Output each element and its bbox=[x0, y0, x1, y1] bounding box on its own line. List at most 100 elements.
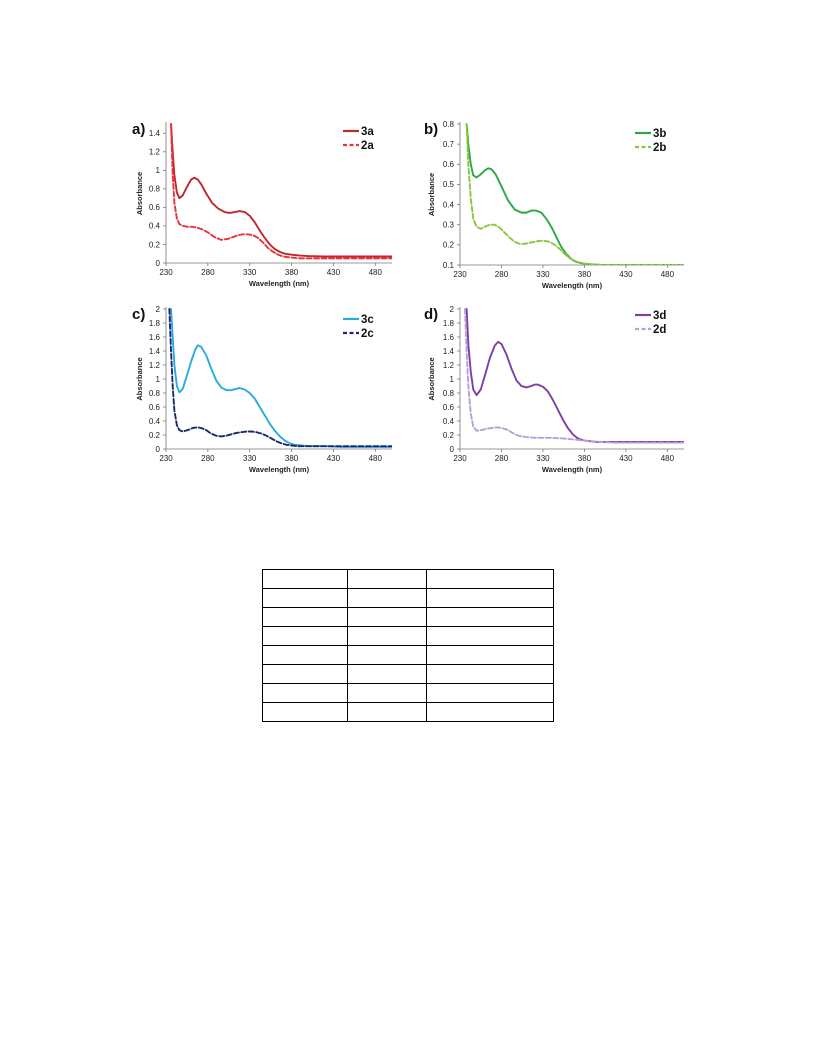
table-cell bbox=[426, 569, 554, 589]
y-tick-label: 1.2 bbox=[443, 361, 455, 370]
legend-label-3b: 3b bbox=[653, 128, 666, 140]
y-axis-title: Absorbance bbox=[427, 357, 436, 400]
legend-label-3a: 3a bbox=[361, 126, 374, 138]
table-cell bbox=[262, 626, 348, 646]
table-cell bbox=[347, 588, 427, 608]
x-tick-label: 280 bbox=[201, 454, 215, 463]
panel-label: b) bbox=[424, 121, 438, 138]
y-tick-label: 1.2 bbox=[149, 148, 161, 157]
table-row bbox=[262, 569, 554, 589]
series-line-2b bbox=[465, 123, 684, 265]
series-line-2a bbox=[170, 123, 392, 260]
y-tick-label: 0 bbox=[156, 445, 161, 454]
x-tick-label: 480 bbox=[369, 268, 383, 277]
series-line-2d bbox=[464, 308, 684, 444]
x-tick-label: 330 bbox=[243, 454, 257, 463]
table-cell bbox=[347, 702, 427, 722]
x-tick-label: 330 bbox=[536, 454, 550, 463]
y-tick-label: 0.2 bbox=[149, 431, 161, 440]
x-axis-title: Wavelength (nm) bbox=[542, 281, 603, 290]
x-tick-label: 230 bbox=[159, 268, 173, 277]
x-axis-title: Wavelength (nm) bbox=[542, 465, 603, 474]
table-cell bbox=[262, 664, 348, 684]
x-tick-label: 280 bbox=[495, 454, 509, 463]
table-cell bbox=[426, 645, 554, 665]
y-tick-label: 0.8 bbox=[149, 185, 161, 194]
series-line-3a bbox=[170, 123, 392, 258]
x-tick-label: 230 bbox=[453, 454, 467, 463]
table-cell bbox=[262, 645, 348, 665]
data-table bbox=[262, 569, 554, 722]
table-row bbox=[262, 702, 554, 722]
y-tick-label: 0.6 bbox=[443, 160, 455, 169]
y-tick-label: 0.4 bbox=[149, 222, 161, 231]
x-axis-title: Wavelength (nm) bbox=[249, 279, 310, 288]
y-tick-label: 0.8 bbox=[149, 389, 161, 398]
x-tick-label: 480 bbox=[661, 454, 675, 463]
panel-label: a) bbox=[132, 121, 145, 138]
chart-panel-c: 0 0.2 0.4 0.6 0.8 1 1.2 1.4 1.6 1.8 2 230 280 330 380 4… bbox=[132, 305, 392, 474]
x-tick-label: 480 bbox=[661, 270, 675, 279]
x-tick-label: 330 bbox=[243, 268, 257, 277]
y-tick-label: 0.4 bbox=[443, 417, 455, 426]
table-cell bbox=[262, 569, 348, 589]
table-cell bbox=[347, 664, 427, 684]
y-tick-label: 0.4 bbox=[443, 200, 455, 209]
x-tick-label: 480 bbox=[369, 454, 383, 463]
table-cell bbox=[347, 645, 427, 665]
y-tick-label: 1 bbox=[156, 166, 161, 175]
panel-label: c) bbox=[132, 306, 145, 323]
table-row bbox=[262, 588, 554, 608]
x-tick-label: 330 bbox=[536, 270, 550, 279]
y-tick-label: 1.4 bbox=[443, 347, 455, 356]
legend-label-2a: 2a bbox=[361, 140, 374, 152]
x-tick-label: 380 bbox=[578, 270, 592, 279]
y-tick-label: 1 bbox=[450, 375, 455, 384]
table-cell bbox=[347, 626, 427, 646]
y-tick-label: 0.4 bbox=[149, 417, 161, 426]
x-tick-label: 230 bbox=[453, 270, 467, 279]
legend-label-2c: 2c bbox=[361, 328, 374, 340]
x-tick-label: 280 bbox=[495, 270, 509, 279]
x-tick-label: 430 bbox=[327, 268, 341, 277]
y-tick-label: 1 bbox=[156, 375, 161, 384]
table-row bbox=[262, 683, 554, 703]
y-tick-label: 0.2 bbox=[443, 431, 455, 440]
y-tick-label: 0.1 bbox=[443, 261, 455, 270]
x-tick-label: 380 bbox=[285, 268, 299, 277]
table-cell bbox=[426, 607, 554, 627]
y-tick-label: 0.2 bbox=[149, 240, 161, 249]
table-cell bbox=[347, 683, 427, 703]
legend-label-3c: 3c bbox=[361, 314, 374, 326]
y-tick-label: 0.5 bbox=[443, 180, 455, 189]
table-cell bbox=[426, 702, 554, 722]
y-axis-title: Absorbance bbox=[135, 357, 144, 400]
y-tick-label: 0 bbox=[450, 445, 455, 454]
table-row bbox=[262, 645, 554, 665]
chart-panel-b: 0.1 0.2 0.3 0.4 0.5 0.6 0.7 0.8 230 280 330 380 430 4… bbox=[424, 120, 684, 290]
table-row bbox=[262, 607, 554, 627]
x-tick-label: 280 bbox=[201, 268, 215, 277]
table-row bbox=[262, 626, 554, 646]
table-cell bbox=[426, 626, 554, 646]
y-tick-label: 0.2 bbox=[443, 241, 455, 250]
table-cell bbox=[426, 588, 554, 608]
series-line-2c bbox=[168, 308, 392, 448]
table-cell bbox=[262, 607, 348, 627]
table-cell bbox=[426, 683, 554, 703]
y-tick-label: 2 bbox=[156, 305, 161, 314]
y-tick-label: 0.6 bbox=[443, 403, 455, 412]
y-tick-label: 0 bbox=[156, 259, 161, 268]
x-tick-label: 430 bbox=[619, 270, 633, 279]
y-tick-label: 1.4 bbox=[149, 347, 161, 356]
x-tick-label: 380 bbox=[285, 454, 299, 463]
legend-label-2d: 2d bbox=[653, 324, 666, 336]
x-axis-title: Wavelength (nm) bbox=[249, 465, 310, 474]
series-line-3c bbox=[170, 308, 392, 448]
y-tick-label: 2 bbox=[450, 305, 455, 314]
uv-vis-figure: 0 0.2 0.4 0.6 0.8 1 1.2 1.4 230 280 330 380 430 480 Wa… bbox=[0, 0, 816, 500]
table-cell bbox=[262, 683, 348, 703]
y-tick-label: 0.7 bbox=[443, 140, 455, 149]
table-cell bbox=[347, 569, 427, 589]
y-tick-label: 0.6 bbox=[149, 403, 161, 412]
